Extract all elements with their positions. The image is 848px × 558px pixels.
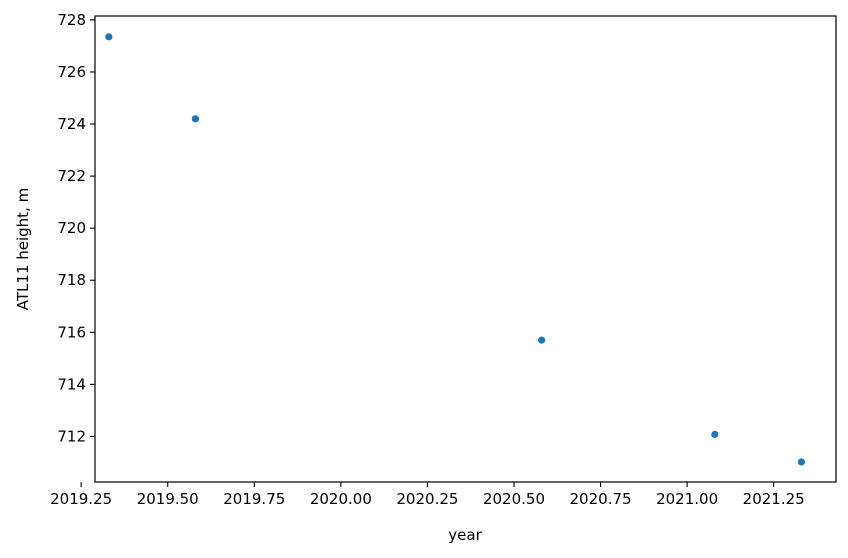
y-tick-label: 728 [57,11,86,29]
data-point [797,458,805,466]
y-tick-label: 714 [57,375,86,393]
y-tick-label: 724 [57,115,86,133]
y-tick-label: 716 [57,323,86,341]
x-tick-label: 2020.25 [396,490,458,508]
y-tick-label: 712 [57,427,86,445]
y-tick-label: 718 [57,271,86,289]
data-point [711,430,719,438]
x-tick-label: 2020.50 [483,490,545,508]
x-tick-label: 2019.75 [223,490,285,508]
x-tick-label: 2020.00 [310,490,372,508]
data-points [105,33,805,466]
y-tick-label: 726 [57,63,86,81]
plot-frame [94,15,837,483]
x-tick-label: 2021.00 [656,490,718,508]
data-point [105,33,113,41]
data-point [191,115,200,123]
y-axis-label: ATL11 height, m [14,188,32,310]
plot-area [95,16,836,482]
x-tick-label: 2020.75 [570,490,632,508]
x-tick-label: 2019.50 [137,490,199,508]
x-tick-label: 2021.25 [743,490,805,508]
x-tick-label: 2019.25 [50,490,112,508]
x-axis-ticks: 2019.25 2019.50 2019.75 2020.00 2020.25 2020.… [50,482,805,508]
y-tick-label: 720 [57,219,86,237]
x-axis-label: year [448,526,482,544]
data-point [538,336,546,344]
y-tick-label: 722 [57,167,86,185]
y-axis-ticks: 712 714 716 718 720 722 724 726 728 [57,11,95,445]
